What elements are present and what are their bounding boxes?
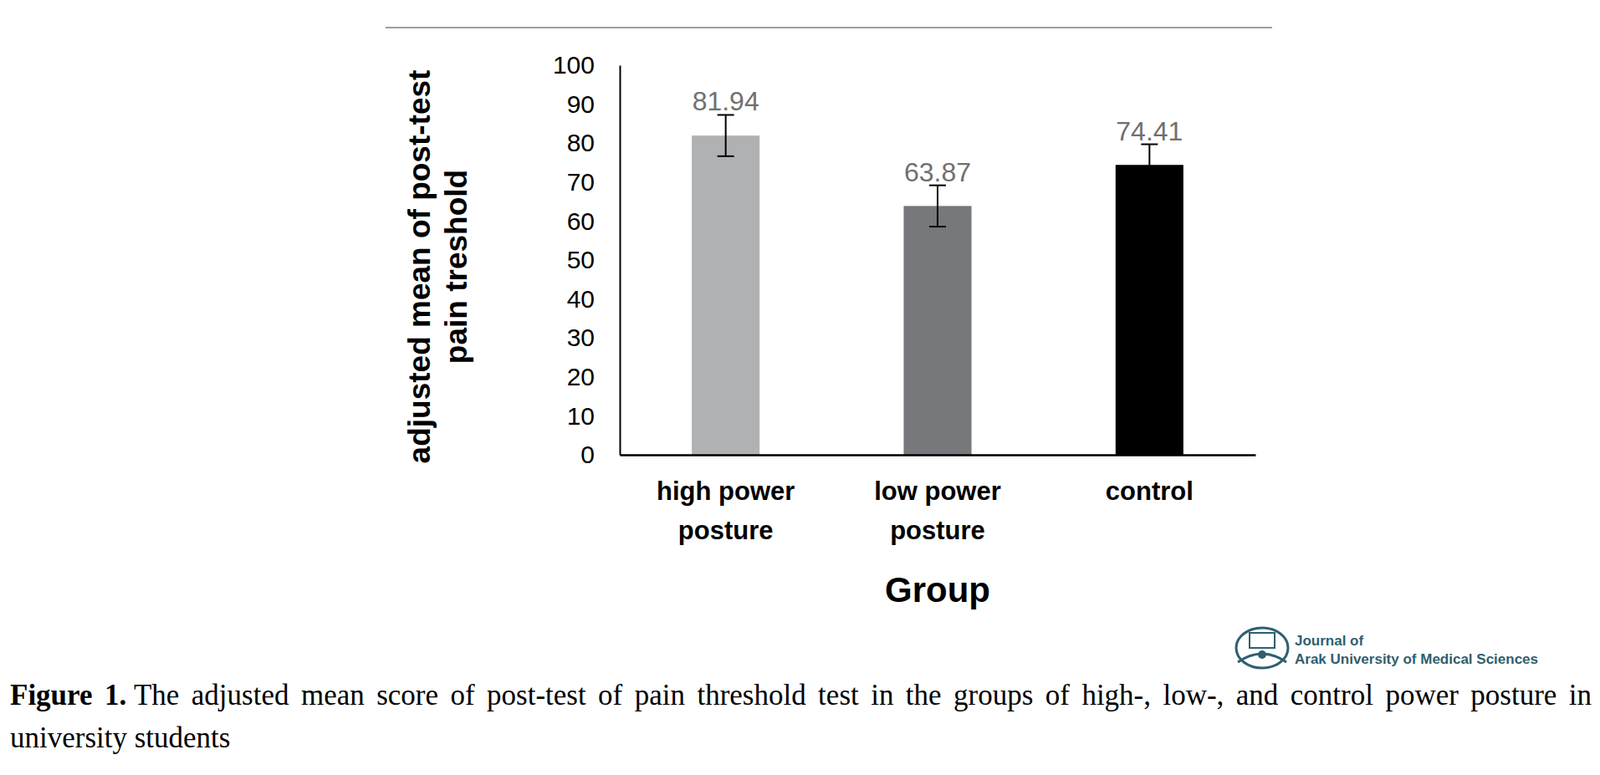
y-tick: 20	[567, 362, 620, 391]
y-tick-label: 10	[567, 402, 595, 430]
journal-logo: Journal ofArak University of Medical Sci…	[1236, 628, 1539, 669]
caption-text: The adjusted mean score of post-test of …	[10, 679, 1592, 755]
y-tick-label: 80	[567, 128, 595, 157]
chart: 81.94 63.87 74.41 0 10 20 30 40 50 60 70 80 90 100 hig…	[0, 0, 1600, 775]
y-tick: 50	[567, 245, 620, 274]
error-bar	[929, 185, 946, 227]
x-tick: low power posture	[874, 454, 1002, 546]
caption-label: Figure 1.	[10, 679, 127, 712]
text-line: high power	[656, 476, 795, 507]
text-line: low power	[874, 476, 1002, 507]
error-bar-cap	[1140, 184, 1158, 187]
text-line: control	[1105, 476, 1194, 507]
text-line: pain treshold	[439, 169, 474, 364]
x-tick-label: high power posture	[656, 476, 795, 546]
logo-emblem	[1249, 633, 1275, 649]
error-bar	[717, 114, 735, 156]
y-tick-label: 30	[567, 323, 595, 352]
logo-text: Arak University of Medical Sciences	[1294, 651, 1539, 668]
top-rule	[385, 26, 1273, 29]
plot-area	[691, 114, 1184, 455]
y-tick: 70	[567, 168, 620, 196]
y-tick: 0	[580, 440, 620, 469]
x-axis-line	[620, 454, 1257, 457]
y-tick: 80	[567, 128, 620, 157]
logo-emblem	[1257, 650, 1267, 660]
bar	[1115, 164, 1184, 455]
y-tick-label: 40	[567, 285, 595, 313]
error-bar-stem	[1148, 144, 1151, 186]
bar	[903, 205, 972, 455]
y-tick-label: 100	[552, 51, 595, 79]
y-axis-title: adjusted mean of post-testpain treshold	[402, 70, 474, 465]
x-axis-title: Group	[884, 570, 991, 610]
x-tick-label: low power posture	[874, 476, 1002, 546]
data-labels: 81.94 63.87 74.41	[692, 86, 1184, 187]
error-bar-cap	[929, 225, 946, 228]
data-label: 63.87	[904, 157, 972, 188]
error-bar-stem	[725, 114, 727, 156]
y-axis: 0 10 20 30 40 50 60 70 80 90 100	[552, 51, 621, 469]
data-label: 81.94	[692, 86, 760, 117]
x-tick: high power posture	[656, 454, 795, 546]
x-tick-label: control	[1105, 476, 1194, 507]
caption: Figure 1.The adjusted mean score of post…	[10, 674, 1592, 760]
error-bar	[1140, 144, 1158, 186]
y-tick: 40	[567, 285, 620, 313]
error-bar-cap	[717, 155, 735, 158]
text-line: adjusted mean of post-test	[402, 70, 437, 465]
y-tick: 90	[567, 90, 620, 118]
y-tick: 30	[567, 323, 620, 352]
bar	[691, 135, 760, 455]
y-tick-label: 50	[567, 245, 595, 274]
y-tick-label: 90	[567, 90, 595, 118]
logo-text: Journal of	[1294, 633, 1365, 650]
y-tick: 60	[567, 207, 620, 236]
y-axis-line	[619, 66, 622, 456]
y-tick-label: 70	[567, 168, 595, 196]
x-tick: control	[1105, 454, 1194, 507]
text-line: posture	[678, 516, 774, 546]
text-line: posture	[889, 516, 986, 546]
y-tick-label: 20	[567, 362, 595, 391]
y-tick: 10	[567, 402, 620, 430]
error-bar-stem	[936, 185, 939, 227]
logo-emblem	[1236, 628, 1289, 669]
y-tick-label: 0	[580, 440, 595, 469]
y-tick: 100	[552, 51, 620, 79]
x-axis: high power posture low power posture control	[620, 454, 1257, 546]
data-label: 74.41	[1115, 116, 1183, 147]
y-tick-label: 60	[567, 207, 595, 236]
